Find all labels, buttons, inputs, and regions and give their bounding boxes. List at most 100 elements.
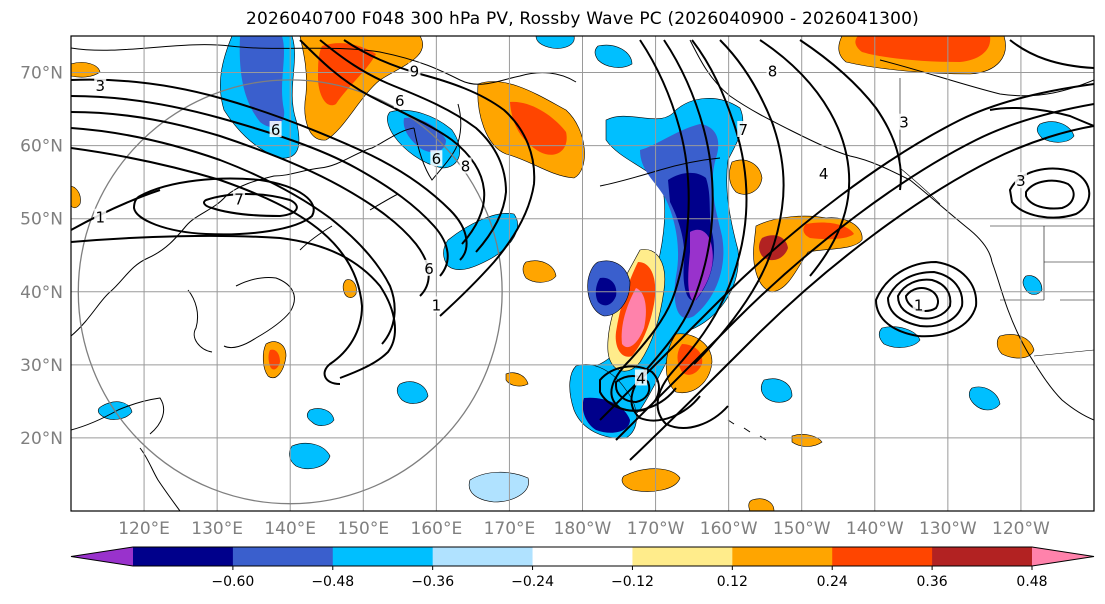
pv-anomaly-pos-sc3: [748, 498, 775, 511]
contour-label-1: 7: [234, 190, 244, 208]
lon-tick-130-e: 130°E: [191, 519, 243, 539]
contour-label-bg-3: [408, 62, 421, 79]
colorbar-labels: −0.60 −0.48 −0.36 −0.24 −0.12 0.12 0.24 0.36 0.4…: [211, 566, 1048, 590]
contour-7-ring: [203, 193, 298, 218]
pv-anomaly-pos-nw-edge: [71, 62, 101, 78]
contour-label-11: 4: [819, 165, 829, 183]
contour-cutoff-3: [896, 278, 952, 320]
colorbar-tick-7: 0.36: [917, 574, 948, 590]
contour-ridge-5: [759, 39, 851, 277]
pv-contours: [71, 39, 1094, 461]
contour-label-16: 4: [636, 369, 646, 387]
lon-tick-180-w: 180°W: [554, 519, 612, 539]
contour-label-9: 1: [432, 296, 442, 314]
pv-anomaly-pos-wp2: [522, 260, 557, 283]
colorbar-swatch-2: [232, 547, 334, 566]
contour-label-bg-7: [430, 150, 443, 167]
contour-label-bg-8: [423, 259, 436, 276]
lat-tick-70-n: 70°N: [20, 64, 63, 84]
coast-siberia-north: [71, 44, 577, 85]
contour-ne-arc: [989, 107, 1094, 127]
coast-alaska: [689, 39, 993, 263]
pv-anomaly-pos-east-core: [677, 344, 703, 375]
colorbar-tick-4: −0.12: [611, 574, 654, 590]
contour-ne-ring-1: [1008, 167, 1091, 219]
lon-axis: 120°E 130°E 140°E 150°E 160°E 170°E 180°W 170°W…: [118, 519, 1050, 539]
contour-nw-5: [71, 147, 364, 385]
pv-anomaly-neg-nw-edge2: [594, 44, 633, 68]
contour-ridge-2: [630, 39, 714, 422]
contour-label-bg-10: [766, 62, 779, 79]
contour-jet-c: [629, 125, 1094, 461]
coast-kamchatka: [413, 103, 462, 181]
colorbar-tick-5: 0.12: [717, 574, 748, 590]
contour-label-bg-16: [634, 369, 647, 386]
pv-anomaly-neg-wp5: [468, 471, 529, 503]
pv-anomaly-neg-wp2: [396, 381, 429, 404]
pv-anomaly-neg-kamchatka-mid: [403, 117, 446, 153]
colorbar-tick-1: −0.48: [311, 574, 354, 590]
colorbar-swatch-high-extend: [1032, 547, 1094, 566]
map-frame: [70, 35, 1095, 512]
contour-label-4: 6: [395, 92, 405, 110]
colorbar-swatch-4: [432, 547, 534, 566]
contour-label-bg-15: [912, 296, 925, 313]
contour-nw-1: [71, 78, 468, 261]
colorbar-swatch-9: [932, 547, 1033, 566]
gridlines: [71, 36, 1094, 511]
coast-kuril: [299, 193, 399, 251]
pv-anomaly-neg-nw-edge: [535, 36, 575, 49]
contour-label-bg-4: [393, 91, 406, 108]
lat-tick-30-n: 30°N: [20, 356, 63, 376]
coast-canada-north: [879, 59, 1094, 97]
coast-aleutians: [599, 157, 721, 187]
contour-label-bg-11: [817, 164, 830, 181]
contour-label-bg-2: [94, 208, 107, 225]
contour-label-7: 6: [432, 150, 442, 168]
contour-label-bg-1: [233, 190, 246, 207]
colorbar-tick-0: −0.60: [211, 574, 254, 590]
colorbar-tick-6: 0.24: [817, 574, 848, 590]
contour-low-inner: [615, 375, 651, 404]
contour-cutoff-4: [904, 287, 939, 312]
pv-anomaly-pos-pink: [621, 288, 646, 348]
contour-label-bg-6: [459, 157, 472, 174]
contour-label-0: 3: [95, 77, 105, 95]
border-us-states: [1000, 226, 1094, 301]
lat-tick-60-n: 60°N: [20, 137, 63, 157]
pv-anomaly-pos-ne-mid: [510, 101, 567, 155]
colorbar-swatch-8: [832, 547, 933, 566]
contour-label-bg-0: [94, 77, 107, 94]
contour-trough-a: [299, 39, 486, 245]
lon-tick-170-w: 170°W: [627, 519, 685, 539]
colorbar-swatch-3: [332, 547, 434, 566]
pv-anomaly-neg-ep3: [968, 386, 1001, 411]
colorbar-swatch-1: [133, 547, 234, 566]
colorbar-swatch-7: [732, 547, 833, 566]
colorbar: [70, 546, 1095, 567]
pv-anomaly-neg-ep2: [760, 378, 793, 403]
contour-label-bg-14: [898, 113, 911, 130]
contour-ridge-6: [799, 39, 902, 191]
coast-china-south: [71, 397, 165, 435]
colorbar-swatch-6: [632, 547, 733, 566]
contour-label-10: 8: [768, 63, 778, 81]
border-mexico: [1033, 349, 1094, 357]
pv-anomaly-neg-ep: [878, 326, 921, 348]
pv-anomaly-neg-wp1: [289, 443, 331, 469]
contour-label-8: 6: [424, 260, 434, 278]
lon-tick-160-w: 160°W: [700, 519, 758, 539]
contour-ne-ring-2: [1025, 179, 1075, 210]
contour-label-5: 6: [271, 121, 281, 139]
lon-tick-120-w: 120°W: [992, 519, 1050, 539]
colorbar-swatch-5: [532, 547, 633, 566]
pv-anomaly-neg-ep4: [1022, 275, 1043, 295]
lat-tick-50-n: 50°N: [20, 210, 63, 230]
lon-tick-120-e: 120°E: [118, 519, 170, 539]
contour-label-bg-5: [269, 121, 282, 137]
contour-1: [71, 234, 396, 379]
colorbar-tick-3: −0.24: [511, 574, 554, 590]
